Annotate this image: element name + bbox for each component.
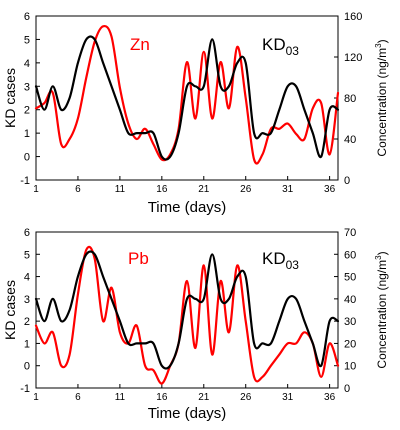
x-tick-label: 16 [156,392,168,403]
y-right-tick-label: 0 [344,175,350,187]
y-right-tick-label: 10 [344,361,356,373]
x-tick-label: 11 [115,392,126,403]
y-right-tick-label: 70 [344,227,356,239]
ylabel-right-text: Concentration (ng/m [375,260,389,369]
ylabel-left: KD cases [2,280,18,340]
ylabel-right: Concentration (ng/m3) [374,251,389,368]
y-left-tick-label: 3 [24,294,30,306]
annotation-kd-text: KD [262,249,286,268]
x-tick-label: 21 [198,392,210,403]
y-left-tick-label: 2 [24,105,30,117]
x-tick-label: 36 [324,392,336,403]
y-left-tick-label: 5 [24,34,30,46]
series-layer [34,24,340,165]
annotation-kd-sub: 03 [286,258,300,272]
y-left-tick-label: 4 [24,272,30,284]
kd-cases-line [34,35,340,161]
xlabel: Time (days) [148,199,227,216]
y-left-tick-label: 5 [24,249,30,261]
ylabel-right-sup: 3 [374,255,383,260]
x-tick-label: 21 [198,184,210,195]
y-left-tick-label: -1 [20,383,30,395]
ylabel-right-tail: ) [375,251,389,255]
x-tick-label: 26 [240,392,252,403]
ylabel-right-sup: 3 [374,43,383,48]
metal-concentration-line [34,245,340,385]
y-left-tick-label: 1 [24,338,30,350]
ylabel-right: Concentration (ng/m3) [374,39,389,156]
y-left-tick-label: -1 [20,175,30,187]
y-right-tick-label: 40 [344,294,356,306]
y-right-tick-label: 120 [344,52,362,64]
x-tick-label: 1 [33,184,39,195]
y-right-tick-label: 20 [344,338,356,350]
y-left-tick-label: 0 [24,152,30,164]
metal-concentration-line [34,24,340,165]
y-left-tick-label: 3 [24,81,30,93]
ylabel-left: KD cases [2,68,18,128]
x-tick-label: 36 [324,184,336,195]
x-tick-label: 31 [282,392,294,403]
y-left-tick-label: 2 [24,316,30,328]
plot-frame [35,231,339,389]
y-right-tick-label: 30 [344,316,356,328]
x-tick-label: 6 [75,392,81,403]
annotation-metal: Pb [128,249,149,268]
y-right-tick-label: 160 [344,11,362,23]
x-tick-label: 16 [156,184,168,195]
ylabel-right-tail: ) [375,39,389,43]
y-left-tick-label: 6 [24,227,30,239]
xlabel: Time (days) [148,405,227,422]
kd-cases-line [34,250,340,370]
x-tick-label: 26 [240,184,252,195]
y-right-tick-label: 40 [344,134,356,146]
x-tick-label: 11 [115,184,126,195]
ylabel-right-text: Concentration (ng/m [375,48,389,157]
y-left-tick-label: 1 [24,128,30,140]
y-right-tick-label: 0 [344,383,350,395]
y-right-tick-label: 50 [344,272,356,284]
y-right-tick-label: 80 [344,93,356,105]
annotation-kd: KD03 [262,249,299,272]
x-tick-label: 1 [33,392,39,403]
y-right-tick-label: 60 [344,249,356,261]
annotation-kd-text: KD [262,35,286,54]
annotation-kd: KD03 [262,35,299,58]
y-left-tick-label: 0 [24,361,30,373]
x-tick-label: 31 [282,184,294,195]
x-tick-label: 6 [75,184,81,195]
annotation-kd-sub: 03 [286,44,300,58]
y-left-tick-label: 6 [24,11,30,23]
annotation-metal: Zn [130,35,150,54]
y-left-tick-label: 4 [24,58,30,70]
series-layer [34,245,340,385]
